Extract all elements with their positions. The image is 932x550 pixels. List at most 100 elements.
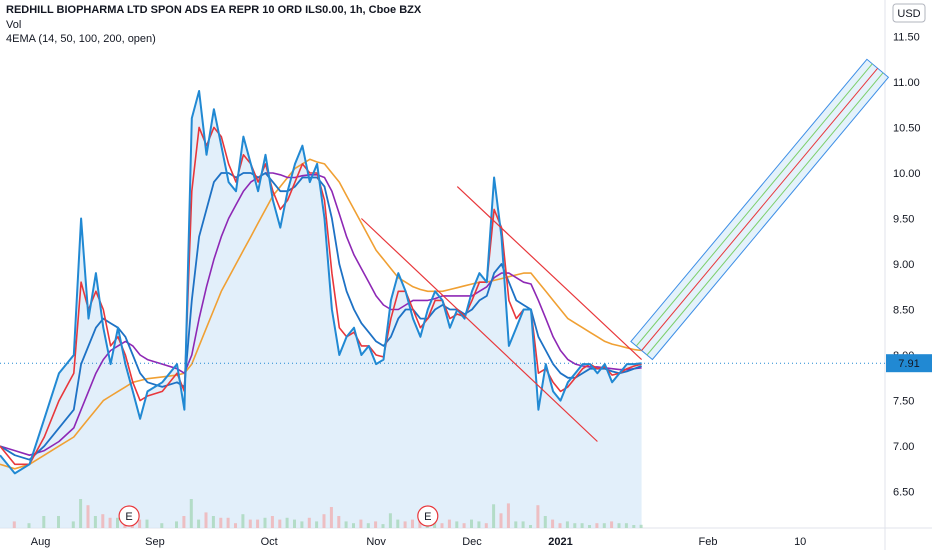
volume-bar <box>256 519 260 528</box>
earnings-marker <box>417 505 439 527</box>
volume-bar <box>403 521 407 528</box>
volume-bar <box>337 516 341 528</box>
volume-bar <box>610 521 614 528</box>
volume-bar <box>322 514 326 528</box>
ema-200-line <box>0 158 642 470</box>
volume-bar <box>536 505 540 528</box>
volume-bar <box>455 521 459 528</box>
time-tick-label: 10 <box>794 536 806 548</box>
volume-bar <box>588 525 591 528</box>
price-tick-label: 10.00 <box>893 168 921 180</box>
currency-box[interactable]: USD <box>892 3 926 23</box>
volume-bar <box>329 507 333 528</box>
price-and-ema-lines <box>0 90 642 475</box>
price-tick-label: 9.50 <box>893 214 914 226</box>
price-area <box>0 91 642 528</box>
volume-bar <box>27 523 31 528</box>
volume-bar <box>57 516 60 528</box>
time-tick-label: Dec <box>462 536 482 548</box>
volume-bar <box>366 523 370 528</box>
volume-bar <box>374 521 378 528</box>
earnings-marker <box>118 505 140 527</box>
volume-bar <box>352 523 355 528</box>
volume-bar <box>101 514 105 528</box>
volume-bar <box>315 521 319 528</box>
volume-bar <box>492 504 496 528</box>
volume-bar <box>470 519 473 528</box>
volume-bar <box>71 521 75 528</box>
symbol-title: REDHILL BIOPHARMA LTD SPON ADS EA REPR 1… <box>6 4 422 16</box>
volume-bar <box>241 514 245 528</box>
volume-bar <box>411 519 414 528</box>
volume-bar <box>300 521 304 528</box>
volume-bar <box>93 516 97 528</box>
price-tick-label: 7.00 <box>893 441 914 453</box>
volume-bar <box>79 499 83 528</box>
time-tick-label: 2021 <box>548 536 572 548</box>
volume-bar <box>108 517 112 528</box>
last-price-badge-bg <box>886 354 932 373</box>
volume-bar <box>602 523 606 528</box>
volume-bar <box>293 519 296 528</box>
price-tick-label: 11.00 <box>893 77 920 89</box>
time-axis[interactable]: Aug Sep Oct Nov Dec 2021 Feb 10 <box>31 536 807 548</box>
price-tick-label: 8.50 <box>893 305 914 317</box>
volume-bar <box>521 521 525 528</box>
volume-bar <box>307 517 311 528</box>
volume-bar <box>204 512 208 528</box>
volume-bar <box>263 517 267 528</box>
volume-bar <box>138 519 142 528</box>
volume-indicator-label[interactable]: Vol <box>6 19 22 31</box>
volume-bar <box>624 523 628 528</box>
projected-channel <box>630 58 890 361</box>
volume-bar <box>573 523 577 528</box>
projected-channel-upper-mid <box>646 72 884 356</box>
volume-bar <box>234 523 237 528</box>
volume-bar <box>219 517 223 528</box>
volume-bar <box>285 517 289 528</box>
volume-bar <box>388 513 392 528</box>
volume-bar <box>211 516 215 528</box>
volume-bar <box>499 513 503 528</box>
price-axis[interactable]: 6.507.007.508.008.509.009.5010.0010.5011… <box>893 31 921 498</box>
last-price-badge: 7.91 <box>886 354 932 373</box>
price-tick-label: 9.00 <box>893 259 914 271</box>
time-tick-label: Sep <box>145 536 165 548</box>
volume-bar <box>477 521 481 528</box>
volume-bar <box>86 505 90 528</box>
price-area-fill <box>0 91 642 528</box>
volume-bar <box>116 517 119 528</box>
volume-bar <box>359 519 363 528</box>
volume-bar <box>551 519 555 528</box>
last-price-badge-label: 7.91 <box>898 358 919 370</box>
volume-bars <box>12 499 643 528</box>
volume-bar <box>418 521 422 528</box>
projected-channel-lower-mid <box>635 63 873 347</box>
ema-indicator-label[interactable]: 4EMA (14, 50, 100, 200, open) <box>6 33 156 45</box>
volume-bar <box>175 521 178 528</box>
volume-bar <box>197 519 201 528</box>
volume-bar <box>433 521 437 528</box>
price-tick-label: 11.50 <box>893 31 920 43</box>
volume-bar <box>514 521 518 528</box>
time-tick-label: Nov <box>366 536 386 548</box>
down-channel-lower-line <box>360 218 598 442</box>
volume-bar <box>226 517 230 528</box>
ema-50-line <box>0 172 642 461</box>
volume-bar <box>595 523 599 528</box>
volume-bar <box>639 524 643 528</box>
volume-bar <box>543 516 547 528</box>
volume-bar <box>270 516 274 528</box>
volume-bar <box>145 519 149 528</box>
currency-label: USD <box>897 8 920 20</box>
volume-bar <box>42 516 46 528</box>
earnings-marker-label: E <box>125 511 132 523</box>
down-channel <box>360 186 643 442</box>
time-tick-label: Oct <box>261 536 278 548</box>
volume-bar <box>484 523 488 528</box>
price-tick-label: 10.50 <box>893 122 921 134</box>
currency-box-frame <box>892 3 926 23</box>
volume-bar <box>617 523 621 528</box>
